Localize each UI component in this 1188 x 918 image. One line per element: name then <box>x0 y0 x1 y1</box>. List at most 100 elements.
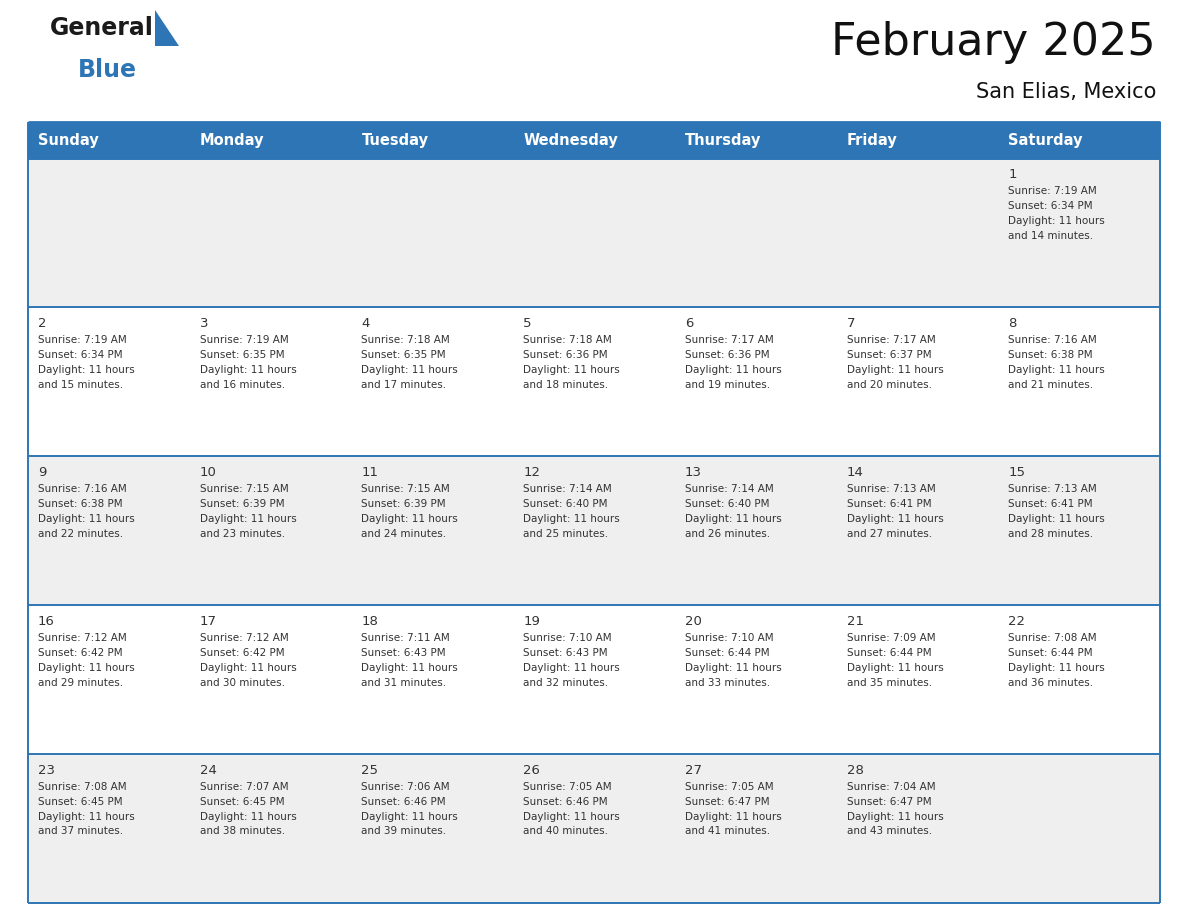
Bar <box>29 605 190 754</box>
Text: 21: 21 <box>847 615 864 628</box>
Bar <box>836 605 998 754</box>
Text: Sunrise: 7:13 AM: Sunrise: 7:13 AM <box>1009 485 1097 494</box>
Text: Daylight: 11 hours: Daylight: 11 hours <box>1009 514 1105 524</box>
Text: Sunrise: 7:13 AM: Sunrise: 7:13 AM <box>847 485 935 494</box>
Text: Daylight: 11 hours: Daylight: 11 hours <box>847 514 943 524</box>
Bar <box>998 122 1159 159</box>
Text: and 26 minutes.: and 26 minutes. <box>684 529 770 539</box>
Text: and 16 minutes.: and 16 minutes. <box>200 380 285 390</box>
Text: Daylight: 11 hours: Daylight: 11 hours <box>38 514 134 524</box>
Bar <box>998 605 1159 754</box>
Text: Daylight: 11 hours: Daylight: 11 hours <box>200 812 297 822</box>
Text: and 39 minutes.: and 39 minutes. <box>361 826 447 836</box>
Text: Sunrise: 7:15 AM: Sunrise: 7:15 AM <box>361 485 450 494</box>
Text: and 28 minutes.: and 28 minutes. <box>1009 529 1093 539</box>
Text: and 20 minutes.: and 20 minutes. <box>847 380 931 390</box>
Text: Sunrise: 7:05 AM: Sunrise: 7:05 AM <box>523 782 612 792</box>
Text: 28: 28 <box>847 764 864 778</box>
Text: and 35 minutes.: and 35 minutes. <box>847 677 931 688</box>
Text: Blue: Blue <box>78 58 137 82</box>
Text: Sunset: 6:36 PM: Sunset: 6:36 PM <box>684 350 770 360</box>
Text: Sunset: 6:42 PM: Sunset: 6:42 PM <box>38 648 122 658</box>
Text: Sunrise: 7:17 AM: Sunrise: 7:17 AM <box>684 335 773 345</box>
Text: Daylight: 11 hours: Daylight: 11 hours <box>847 365 943 375</box>
Text: Sunrise: 7:08 AM: Sunrise: 7:08 AM <box>1009 633 1097 644</box>
Text: 1: 1 <box>1009 169 1017 182</box>
Text: Monday: Monday <box>200 133 264 148</box>
Text: Daylight: 11 hours: Daylight: 11 hours <box>684 365 782 375</box>
Text: Sunset: 6:37 PM: Sunset: 6:37 PM <box>847 350 931 360</box>
Text: 27: 27 <box>684 764 702 778</box>
Text: 3: 3 <box>200 318 208 330</box>
Text: Sunrise: 7:09 AM: Sunrise: 7:09 AM <box>847 633 935 644</box>
Text: Sunrise: 7:16 AM: Sunrise: 7:16 AM <box>38 485 127 494</box>
Bar <box>352 308 513 456</box>
Text: 10: 10 <box>200 466 216 479</box>
Text: Sunset: 6:47 PM: Sunset: 6:47 PM <box>684 797 770 807</box>
Bar <box>836 122 998 159</box>
Text: 7: 7 <box>847 318 855 330</box>
Text: 15: 15 <box>1009 466 1025 479</box>
Text: and 43 minutes.: and 43 minutes. <box>847 826 931 836</box>
Text: Daylight: 11 hours: Daylight: 11 hours <box>523 663 620 673</box>
Text: Sunset: 6:34 PM: Sunset: 6:34 PM <box>1009 201 1093 211</box>
Bar <box>352 605 513 754</box>
Text: Sunrise: 7:15 AM: Sunrise: 7:15 AM <box>200 485 289 494</box>
Bar <box>513 456 675 605</box>
Text: Sunrise: 7:19 AM: Sunrise: 7:19 AM <box>1009 186 1097 196</box>
Text: Sunset: 6:39 PM: Sunset: 6:39 PM <box>200 499 284 509</box>
Text: Daylight: 11 hours: Daylight: 11 hours <box>38 812 134 822</box>
Text: Sunrise: 7:05 AM: Sunrise: 7:05 AM <box>684 782 773 792</box>
Bar <box>836 159 998 308</box>
Bar <box>352 754 513 903</box>
Bar <box>513 754 675 903</box>
Text: Sunset: 6:35 PM: Sunset: 6:35 PM <box>361 350 446 360</box>
Text: February 2025: February 2025 <box>832 20 1156 63</box>
Text: 20: 20 <box>684 615 702 628</box>
Text: 13: 13 <box>684 466 702 479</box>
Text: Daylight: 11 hours: Daylight: 11 hours <box>684 812 782 822</box>
Polygon shape <box>154 10 179 46</box>
Bar <box>190 605 352 754</box>
Bar <box>998 159 1159 308</box>
Text: Sunrise: 7:17 AM: Sunrise: 7:17 AM <box>847 335 935 345</box>
Text: 14: 14 <box>847 466 864 479</box>
Text: Daylight: 11 hours: Daylight: 11 hours <box>684 663 782 673</box>
Text: and 41 minutes.: and 41 minutes. <box>684 826 770 836</box>
Text: Sunrise: 7:19 AM: Sunrise: 7:19 AM <box>38 335 127 345</box>
Text: 24: 24 <box>200 764 216 778</box>
Text: Daylight: 11 hours: Daylight: 11 hours <box>361 663 459 673</box>
Text: Sunset: 6:34 PM: Sunset: 6:34 PM <box>38 350 122 360</box>
Bar <box>352 456 513 605</box>
Text: Sunset: 6:43 PM: Sunset: 6:43 PM <box>523 648 608 658</box>
Bar <box>675 754 836 903</box>
Text: Daylight: 11 hours: Daylight: 11 hours <box>847 663 943 673</box>
Text: and 30 minutes.: and 30 minutes. <box>200 677 285 688</box>
Text: Daylight: 11 hours: Daylight: 11 hours <box>361 812 459 822</box>
Text: Daylight: 11 hours: Daylight: 11 hours <box>847 812 943 822</box>
Text: Sunset: 6:43 PM: Sunset: 6:43 PM <box>361 648 446 658</box>
Bar <box>675 605 836 754</box>
Text: and 37 minutes.: and 37 minutes. <box>38 826 124 836</box>
Text: Wednesday: Wednesday <box>523 133 618 148</box>
Text: and 21 minutes.: and 21 minutes. <box>1009 380 1093 390</box>
Text: Daylight: 11 hours: Daylight: 11 hours <box>1009 216 1105 226</box>
Text: Daylight: 11 hours: Daylight: 11 hours <box>38 365 134 375</box>
Text: Sunset: 6:38 PM: Sunset: 6:38 PM <box>38 499 122 509</box>
Text: Sunset: 6:42 PM: Sunset: 6:42 PM <box>200 648 284 658</box>
Text: Sunrise: 7:14 AM: Sunrise: 7:14 AM <box>523 485 612 494</box>
Text: Sunset: 6:35 PM: Sunset: 6:35 PM <box>200 350 284 360</box>
Text: and 29 minutes.: and 29 minutes. <box>38 677 124 688</box>
Text: Sunset: 6:47 PM: Sunset: 6:47 PM <box>847 797 931 807</box>
Bar <box>29 122 190 159</box>
Text: and 38 minutes.: and 38 minutes. <box>200 826 285 836</box>
Bar <box>190 754 352 903</box>
Text: Sunrise: 7:18 AM: Sunrise: 7:18 AM <box>361 335 450 345</box>
Bar <box>190 122 352 159</box>
Text: Sunrise: 7:07 AM: Sunrise: 7:07 AM <box>200 782 289 792</box>
Bar <box>836 456 998 605</box>
Text: 5: 5 <box>523 318 532 330</box>
Text: Sunset: 6:41 PM: Sunset: 6:41 PM <box>847 499 931 509</box>
Text: Sunrise: 7:16 AM: Sunrise: 7:16 AM <box>1009 335 1097 345</box>
Text: Sunrise: 7:19 AM: Sunrise: 7:19 AM <box>200 335 289 345</box>
